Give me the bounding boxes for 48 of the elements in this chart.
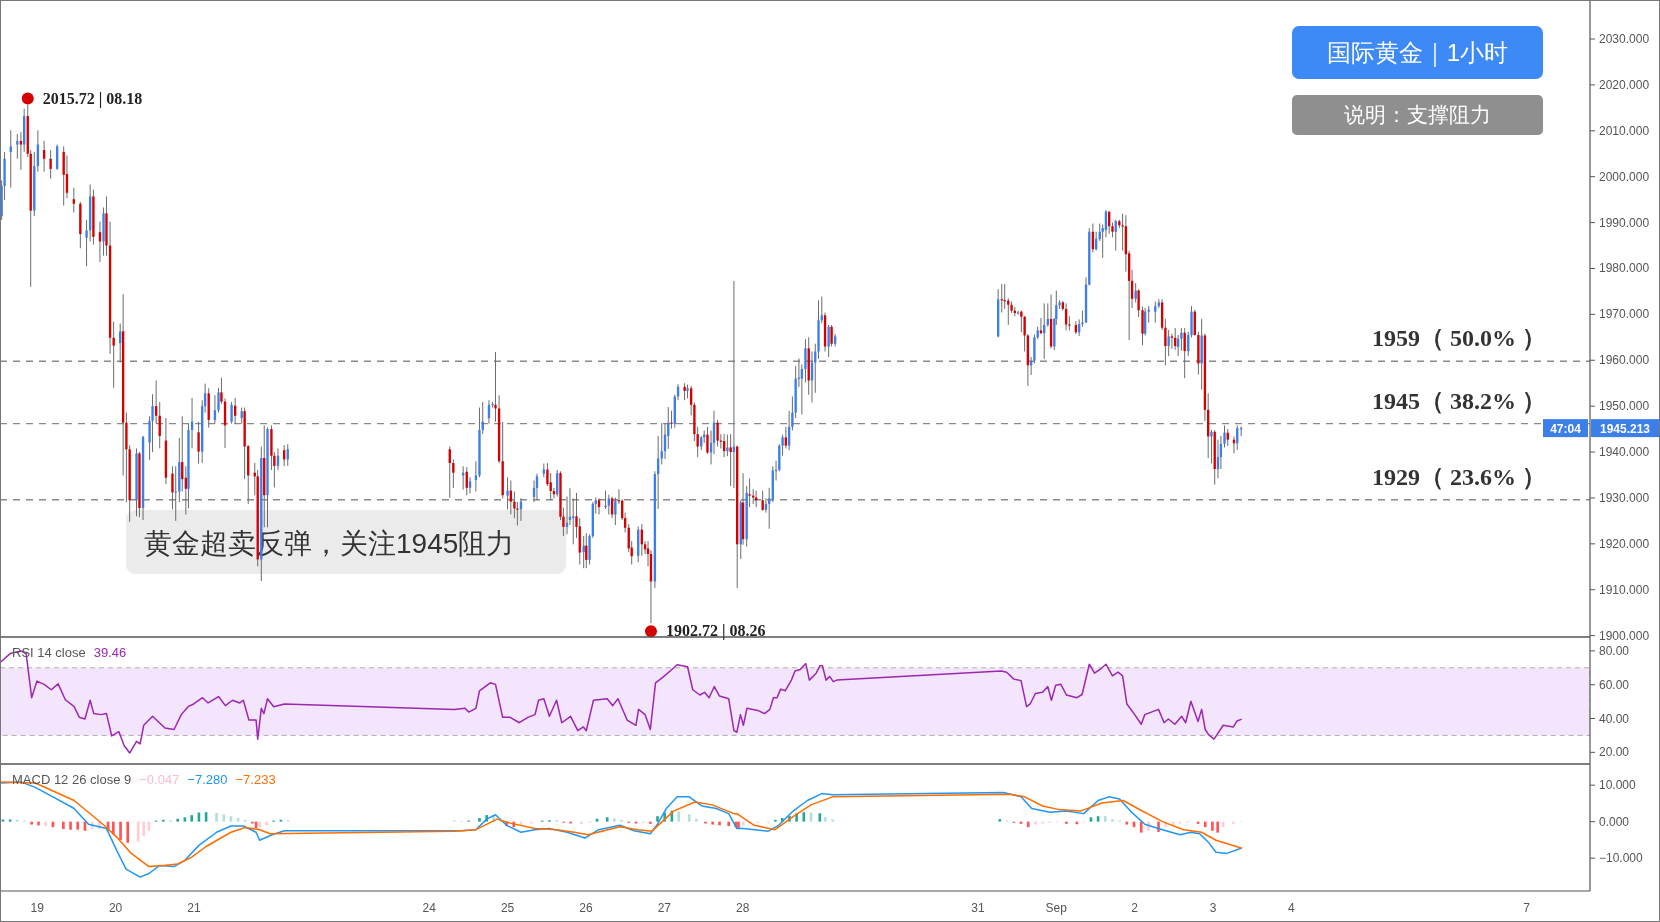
y-tick-label: 1940.000 [1599,445,1650,460]
annotation: 1902.72 | 08.26 [665,622,766,641]
annotation: −7.280 [187,772,228,787]
x-tick-label: 19 [30,901,45,915]
y-tick-label: 1960.000 [1599,353,1650,368]
y-tick-label: 1930.000 [1599,490,1650,505]
x-tick-label: 21 [187,901,202,915]
y-tick-label: 1920.000 [1599,536,1650,551]
ref-line-label: 1959（ 50.0% ） [1372,325,1546,352]
annotation: 47:04 [1550,421,1582,436]
y-tick-label: 2010.000 [1599,123,1650,138]
annotation: 39.46 [93,645,127,660]
annotation: −0.047 [139,772,180,787]
x-tick-label: 7 [1523,901,1531,915]
annotation: −7.233 [235,772,276,787]
y-tick-label: 40.00 [1599,711,1630,726]
x-tick-label: 26 [579,901,593,915]
y-tick-label: 0.000 [1599,814,1630,829]
ref-line-label: 1929（ 23.6% ） [1372,463,1546,490]
y-tick-label: 20.00 [1599,745,1630,760]
ref-line-label: 1945（ 38.2% ） [1372,387,1546,414]
y-tick-label: 10.000 [1599,778,1637,793]
y-tick-label: −10.000 [1599,851,1644,866]
y-tick-label: 2020.000 [1599,77,1650,92]
x-tick-label: 27 [657,901,672,915]
x-tick-label: 24 [422,901,437,915]
x-tick-label: Sep [1045,901,1068,915]
x-tick-label: 3 [1209,901,1217,915]
y-tick-label: 2000.000 [1599,169,1650,184]
x-tick-label: 28 [736,901,750,915]
y-tick-label: 1900.000 [1599,628,1650,643]
text: 说明：支撑阻力 [1344,103,1491,126]
annotation: 2015.72 | 08.18 [42,89,143,108]
x-tick-label: 20 [108,901,123,915]
y-tick-label: 1970.000 [1599,307,1650,322]
y-tick-label: 1990.000 [1599,215,1650,230]
y-tick-label: 1980.000 [1599,261,1650,276]
y-tick-label: 2030.000 [1599,32,1650,47]
x-tick-label: 25 [500,901,515,915]
x-tick-label: 4 [1288,901,1296,915]
x-tick-label: 2 [1131,901,1139,915]
text: 1945.213 [1599,421,1651,436]
x-tick-label: 31 [971,901,985,915]
y-tick-label: 1910.000 [1599,582,1650,597]
y-tick-label: 1950.000 [1599,399,1650,414]
y-tick-label: 80.00 [1599,643,1630,658]
text: 国际黄金｜1小时 [1326,39,1509,67]
y-tick-label: 60.00 [1599,677,1630,692]
